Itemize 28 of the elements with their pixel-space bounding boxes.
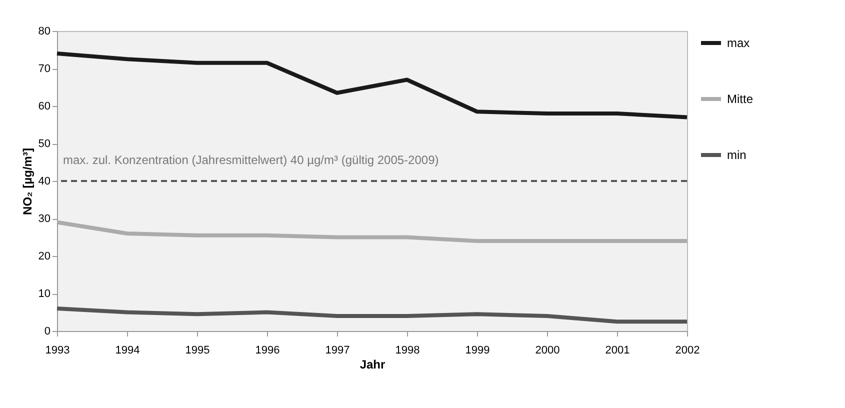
line-series — [55, 220, 689, 243]
ref-line-label: max. zul. Konzentration (Jahresmittelwert) 40 µg/m³ (gültig 2005-2009) — [63, 153, 439, 167]
y-tick-label: 80 — [38, 26, 50, 38]
legend-label: Mitte — [727, 92, 754, 106]
x-tick-label: 1994 — [115, 344, 140, 356]
y-tick-label: 50 — [38, 138, 50, 150]
y-tick-label: 60 — [38, 100, 50, 112]
y-tick-label: 40 — [38, 176, 50, 188]
x-tick-label: 2002 — [675, 344, 700, 356]
y-tick-label: 0 — [44, 326, 50, 338]
x-tick-label: 1999 — [465, 344, 490, 356]
x-tick-label: 1998 — [395, 344, 420, 356]
y-tick-label: 10 — [38, 288, 50, 300]
legend-label: min — [727, 148, 746, 162]
x-tick-label: 1996 — [255, 344, 280, 356]
x-tick-label: 2001 — [605, 344, 630, 356]
line-series — [55, 306, 689, 324]
y-tick-label: 20 — [38, 250, 50, 262]
x-tick-label: 1997 — [325, 344, 350, 356]
x-tick-label: 1993 — [45, 344, 70, 356]
y-tick-label: 30 — [38, 213, 50, 225]
x-axis-title: Jahr — [360, 358, 386, 372]
y-tick-label: 70 — [38, 63, 50, 75]
legend-label: max — [727, 36, 750, 50]
line-series — [55, 52, 689, 120]
y-axis-title: NO₂ [µg/m³] — [20, 148, 34, 215]
x-tick-label: 1995 — [185, 344, 210, 356]
x-tick-label: 2000 — [535, 344, 560, 356]
